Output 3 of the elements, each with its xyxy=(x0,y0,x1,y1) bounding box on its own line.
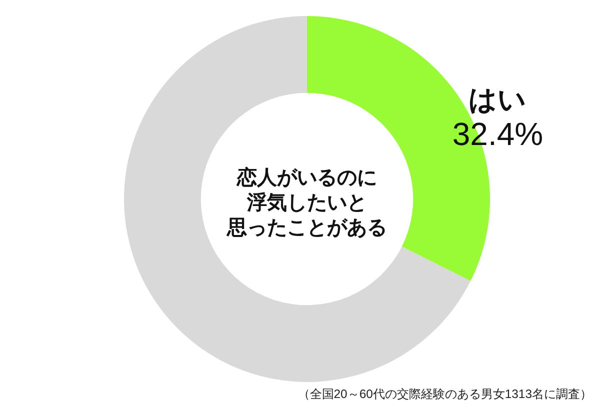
text: 恋人がいるのに浮気したいと思ったことがある xyxy=(226,166,388,240)
slice-label: はい xyxy=(468,84,527,115)
text: （全国20～60代の交際経験のある男女1313名に調査） xyxy=(298,387,592,401)
